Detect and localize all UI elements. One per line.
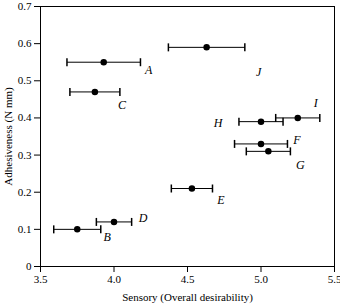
svg-text:0.3: 0.3 (18, 149, 32, 161)
svg-text:D: D (138, 211, 148, 225)
svg-text:F: F (292, 133, 301, 147)
svg-text:0.2: 0.2 (18, 186, 32, 198)
svg-text:0.5: 0.5 (18, 74, 32, 86)
svg-text:Sensory (Overall desirability): Sensory (Overall desirability) (122, 291, 253, 304)
svg-text:5.5: 5.5 (328, 273, 340, 285)
svg-text:0.1: 0.1 (18, 223, 32, 235)
svg-text:B: B (104, 230, 112, 244)
svg-text:J: J (256, 65, 262, 79)
svg-text:0.7: 0.7 (18, 0, 32, 12)
svg-text:Adhesiveness (N mm): Adhesiveness (N mm) (2, 87, 15, 186)
svg-text:5.0: 5.0 (254, 273, 268, 285)
svg-text:4.5: 4.5 (181, 273, 195, 285)
svg-text:0: 0 (26, 260, 32, 272)
svg-text:E: E (216, 193, 225, 207)
svg-text:A: A (144, 63, 153, 77)
svg-text:0.6: 0.6 (18, 37, 32, 49)
svg-text:4.0: 4.0 (107, 273, 121, 285)
svg-text:G: G (296, 158, 305, 172)
svg-text:I: I (313, 96, 319, 110)
svg-text:H: H (213, 116, 224, 130)
svg-text:0.4: 0.4 (18, 111, 32, 123)
svg-text:3.5: 3.5 (34, 273, 48, 285)
svg-text:C: C (118, 98, 127, 112)
